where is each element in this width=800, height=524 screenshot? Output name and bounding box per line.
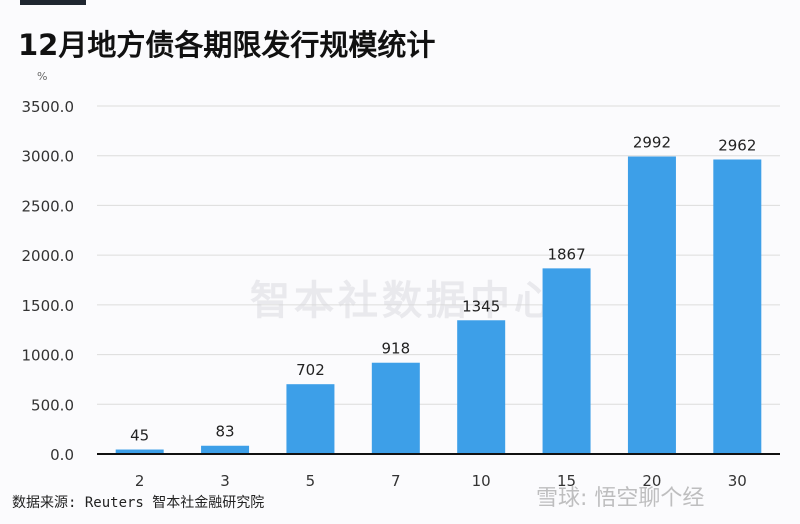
y-tick-label: 500.0 (31, 396, 74, 414)
x-tick-label: 30 (728, 472, 747, 490)
x-tick-label: 5 (306, 472, 316, 490)
x-tick-label: 3 (220, 472, 230, 490)
bar (371, 362, 420, 454)
bar (713, 159, 762, 455)
watermark-center: 智本社数据中心 (250, 278, 558, 324)
bar (627, 156, 676, 455)
x-tick-label: 20 (642, 472, 661, 490)
chart-title: 12月地方债各期限发行规模统计 (18, 28, 436, 62)
x-tick-label: 10 (472, 472, 491, 490)
y-tick-label: 0.0 (50, 446, 74, 464)
y-tick-label: 1000.0 (22, 347, 75, 365)
y-tick-label: 2000.0 (22, 247, 75, 265)
watermark-corner: 雪球: 悟空聊个经 (536, 486, 705, 511)
title-accent-bar (20, 0, 86, 5)
data-label: 45 (130, 427, 149, 445)
data-label: 83 (216, 423, 235, 441)
data-label: 702 (296, 361, 325, 379)
source-note: 数据来源: Reuters 智本社金融研究院 (12, 495, 265, 511)
bar (457, 320, 506, 454)
data-label: 1867 (547, 245, 585, 263)
y-axis-unit: % (37, 70, 48, 83)
data-label: 1345 (462, 297, 500, 315)
data-label: 2962 (718, 136, 756, 154)
x-tick-label: 7 (391, 472, 401, 490)
y-tick-label: 3500.0 (22, 98, 75, 116)
bar (201, 445, 250, 454)
bar (286, 384, 335, 454)
data-label: 918 (381, 340, 410, 358)
x-tick-label: 15 (557, 472, 576, 490)
y-tick-label: 2500.0 (22, 197, 75, 215)
bar (542, 268, 591, 454)
y-tick-label: 1500.0 (22, 297, 75, 315)
y-tick-label: 3000.0 (22, 148, 75, 166)
data-label: 2992 (633, 134, 671, 152)
x-tick-label: 2 (135, 472, 145, 490)
bar (115, 449, 164, 454)
